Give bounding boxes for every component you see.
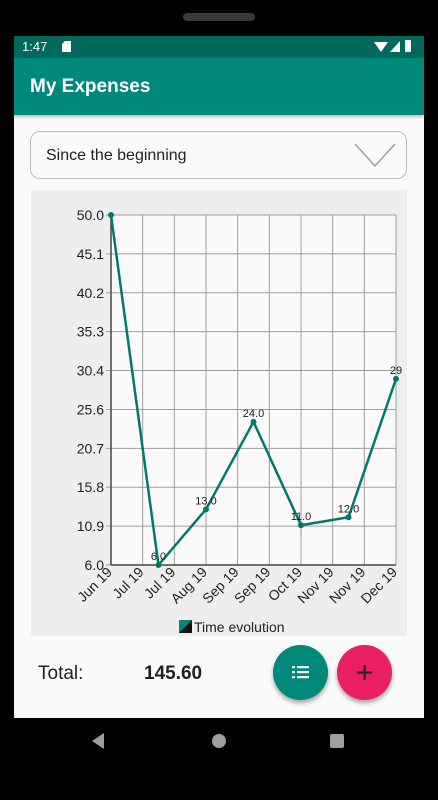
status-bar: 1:47 [14,36,424,58]
data-label: 12.0 [338,503,359,515]
home-icon[interactable] [212,734,226,748]
data-label: 13.0 [195,495,216,507]
data-label: 29 [390,365,402,377]
x-tick-label: Sep 19 [231,564,274,607]
app-title: My Expenses [30,76,151,97]
y-tick-label: 50.0 [77,207,104,223]
expense-line-chart: 50.0 45.1 40.2 35.3 30.4 25.6 20.7 15.8 10.9 6.0 J… [31,190,407,636]
data-point [108,212,114,218]
recents-icon[interactable] [330,734,344,748]
add-expense-button[interactable] [337,645,392,700]
y-tick-label: 25.6 [77,401,104,417]
signal-icon [390,41,400,52]
app-bar: My Expenses [14,58,424,115]
data-point [203,506,209,513]
wifi-icon [374,42,388,52]
chevron-down-icon [354,143,396,168]
x-tick-label: Jul 19 [109,564,147,602]
data-label: 6.0 [151,551,166,563]
data-point [393,375,399,382]
y-tick-label: 20.7 [77,440,104,456]
y-tick-label: 40.2 [77,285,104,301]
data-label: 24.0 [243,408,264,420]
back-icon[interactable] [92,733,104,749]
period-spinner[interactable]: Since the beginning [30,131,407,179]
y-tick-label: 35.3 [77,324,104,340]
legend-label: Time evolution [194,619,285,635]
plus-icon [357,665,372,680]
period-spinner-value: Since the beginning [46,147,187,164]
battery-icon [405,40,411,52]
data-label: 11.0 [291,511,312,523]
y-tick-label: 30.4 [77,363,104,379]
plot-area [111,215,396,565]
expense-list-button[interactable] [273,645,328,700]
data-point [155,562,162,568]
data-point [250,418,257,425]
phone-speaker [183,13,255,21]
legend-swatch [179,620,192,633]
x-tick-label: Dec 19 [357,564,400,607]
app-screen: 1:47 My Expenses Since the beginning 50.… [14,36,424,718]
data-point [298,522,304,529]
status-time: 1:47 [22,39,48,54]
total-value: 145.60 [144,663,203,684]
y-tick-label: 15.8 [77,479,104,495]
chart-svg: 50.045.140.235.330.425.620.715.810.96.0J… [74,207,402,607]
list-icon [292,666,309,679]
sd-card-icon [62,41,71,52]
y-tick-label: 10.9 [77,518,104,534]
total-label: Total: [38,663,84,684]
data-point [345,514,352,521]
y-tick-label: 6.0 [85,557,105,573]
y-tick-label: 45.1 [77,246,104,262]
